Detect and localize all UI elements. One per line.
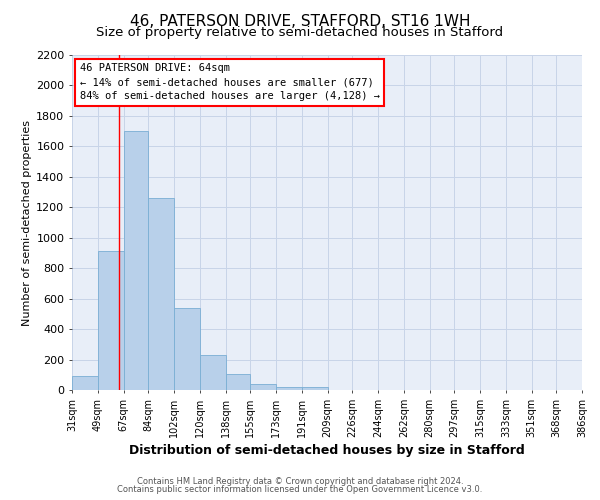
Bar xyxy=(250,384,276,390)
Bar xyxy=(226,374,250,390)
X-axis label: Distribution of semi-detached houses by size in Stafford: Distribution of semi-detached houses by … xyxy=(129,444,525,457)
Bar xyxy=(148,198,174,390)
Text: Contains HM Land Registry data © Crown copyright and database right 2024.: Contains HM Land Registry data © Crown c… xyxy=(137,477,463,486)
Text: 46, PATERSON DRIVE, STAFFORD, ST16 1WH: 46, PATERSON DRIVE, STAFFORD, ST16 1WH xyxy=(130,14,470,29)
Text: 46 PATERSON DRIVE: 64sqm
← 14% of semi-detached houses are smaller (677)
84% of : 46 PATERSON DRIVE: 64sqm ← 14% of semi-d… xyxy=(80,64,380,102)
Text: Contains public sector information licensed under the Open Government Licence v3: Contains public sector information licen… xyxy=(118,485,482,494)
Bar xyxy=(72,376,98,390)
Bar xyxy=(276,387,302,390)
Y-axis label: Number of semi-detached properties: Number of semi-detached properties xyxy=(22,120,32,326)
Bar xyxy=(174,308,200,390)
Bar xyxy=(124,131,148,390)
Bar xyxy=(98,252,124,390)
Text: Size of property relative to semi-detached houses in Stafford: Size of property relative to semi-detach… xyxy=(97,26,503,39)
Bar xyxy=(302,387,328,390)
Bar xyxy=(200,355,226,390)
